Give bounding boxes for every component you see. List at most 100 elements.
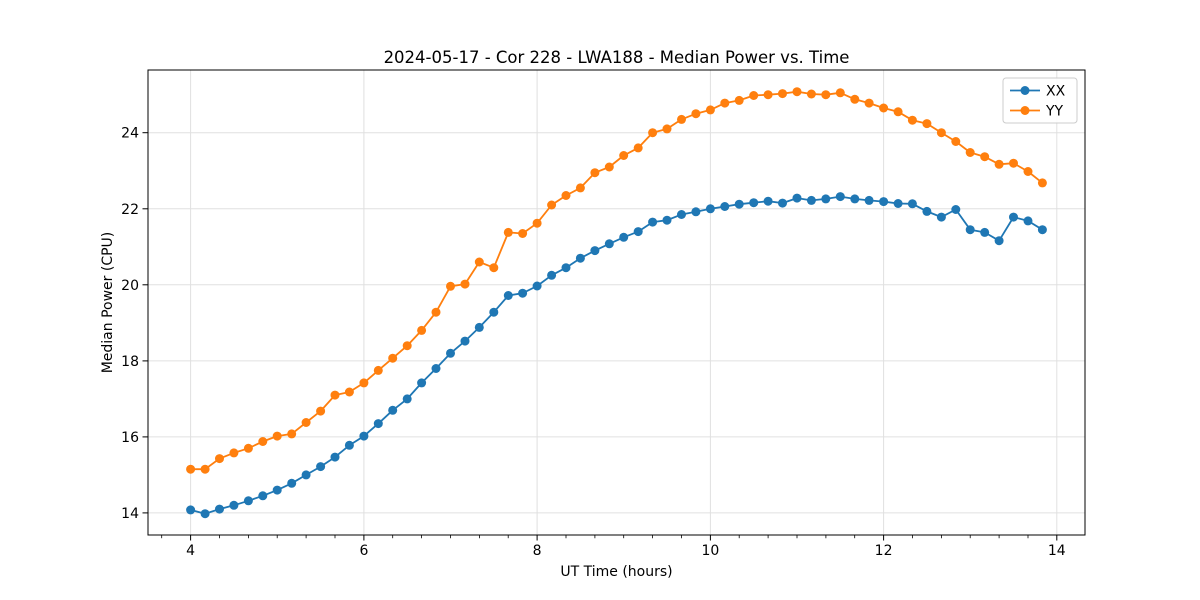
data-point xyxy=(186,464,196,474)
data-point xyxy=(359,431,369,441)
data-point xyxy=(431,364,441,373)
data-point xyxy=(402,341,412,351)
data-point xyxy=(749,198,759,208)
data-point xyxy=(243,443,253,453)
data-point xyxy=(980,227,990,237)
y-tick-label: 14 xyxy=(121,506,139,522)
data-point xyxy=(229,448,239,458)
gridlines xyxy=(148,70,1085,535)
data-point xyxy=(907,199,917,209)
legend-marker xyxy=(1020,106,1030,115)
legend: XX YY xyxy=(1002,77,1078,124)
data-point xyxy=(330,452,340,462)
data-point xyxy=(691,109,701,119)
data-point xyxy=(301,470,311,480)
data-point xyxy=(893,107,903,117)
data-point xyxy=(662,215,672,225)
data-point xyxy=(272,431,282,441)
series-XX xyxy=(186,192,1047,519)
axes: 4 6 8 10 12 14 14 16 18 20 22 24 xyxy=(121,69,1086,559)
data-point xyxy=(301,418,311,427)
data-point xyxy=(951,205,961,214)
data-point xyxy=(821,90,831,100)
data-point xyxy=(864,98,874,108)
data-point xyxy=(243,496,253,506)
y-tick-label: 20 xyxy=(121,278,139,294)
data-point xyxy=(518,288,528,298)
data-point xyxy=(734,199,744,209)
data-point xyxy=(1037,178,1047,188)
data-point xyxy=(850,194,860,204)
data-point xyxy=(922,119,932,129)
data-point xyxy=(258,437,268,446)
y-axis-label: Median Power (CPU) xyxy=(100,232,116,374)
data-point xyxy=(806,89,816,99)
data-point xyxy=(272,485,282,495)
data-point xyxy=(489,307,499,317)
data-point xyxy=(835,192,845,202)
data-point xyxy=(316,462,326,472)
data-point xyxy=(633,143,643,153)
data-point xyxy=(1037,225,1047,235)
data-point xyxy=(965,148,975,157)
data-point xyxy=(503,227,513,237)
legend-box xyxy=(1002,77,1078,124)
data-point xyxy=(287,429,297,439)
data-point xyxy=(677,210,686,219)
legend-entry-label: YY xyxy=(1045,104,1064,120)
data-point xyxy=(200,464,210,474)
x-tick-label: 6 xyxy=(359,543,368,559)
series-YY xyxy=(186,87,1047,474)
data-point xyxy=(691,207,701,217)
y-tick-label: 18 xyxy=(121,354,139,370)
data-point xyxy=(344,440,354,450)
data-point xyxy=(590,246,600,256)
data-point xyxy=(734,95,744,105)
data-point xyxy=(417,325,427,335)
data-point xyxy=(821,194,831,204)
data-point xyxy=(965,225,975,235)
y-tick-label: 24 xyxy=(121,126,139,142)
x-tick-label: 12 xyxy=(875,543,893,559)
data-point xyxy=(879,103,889,113)
data-point xyxy=(446,281,455,291)
data-point xyxy=(460,279,470,289)
data-point xyxy=(778,89,787,99)
data-point xyxy=(186,505,196,515)
data-point xyxy=(677,114,686,124)
data-point xyxy=(532,218,542,228)
data-point xyxy=(258,491,268,501)
data-point xyxy=(489,263,499,273)
data-point xyxy=(850,94,860,104)
y-tick-label: 22 xyxy=(121,202,139,218)
data-point xyxy=(619,151,629,160)
data-point xyxy=(446,348,455,358)
data-point xyxy=(402,394,412,404)
data-point xyxy=(951,137,961,146)
data-point xyxy=(344,387,354,397)
data-point xyxy=(532,281,542,291)
data-point xyxy=(417,378,427,388)
data-point xyxy=(705,204,715,214)
x-tick-label: 8 xyxy=(533,543,542,559)
data-point xyxy=(561,191,571,200)
plot-frame xyxy=(147,69,1086,536)
data-point xyxy=(287,478,297,488)
data-point xyxy=(792,87,802,97)
data-point xyxy=(980,152,990,162)
data-point xyxy=(633,227,643,237)
data-point xyxy=(994,159,1004,169)
data-point xyxy=(388,405,398,415)
data-point xyxy=(994,236,1004,246)
x-axis-label: UT Time (hours) xyxy=(560,564,672,580)
data-point xyxy=(229,500,239,510)
data-point xyxy=(907,115,917,125)
data-point xyxy=(835,88,845,98)
x-tick-label: 10 xyxy=(701,543,719,559)
data-point xyxy=(619,232,629,242)
data-point xyxy=(1023,167,1033,176)
data-point xyxy=(705,105,715,115)
data-point xyxy=(431,307,441,317)
data-point xyxy=(1009,158,1018,168)
data-point xyxy=(922,206,932,216)
